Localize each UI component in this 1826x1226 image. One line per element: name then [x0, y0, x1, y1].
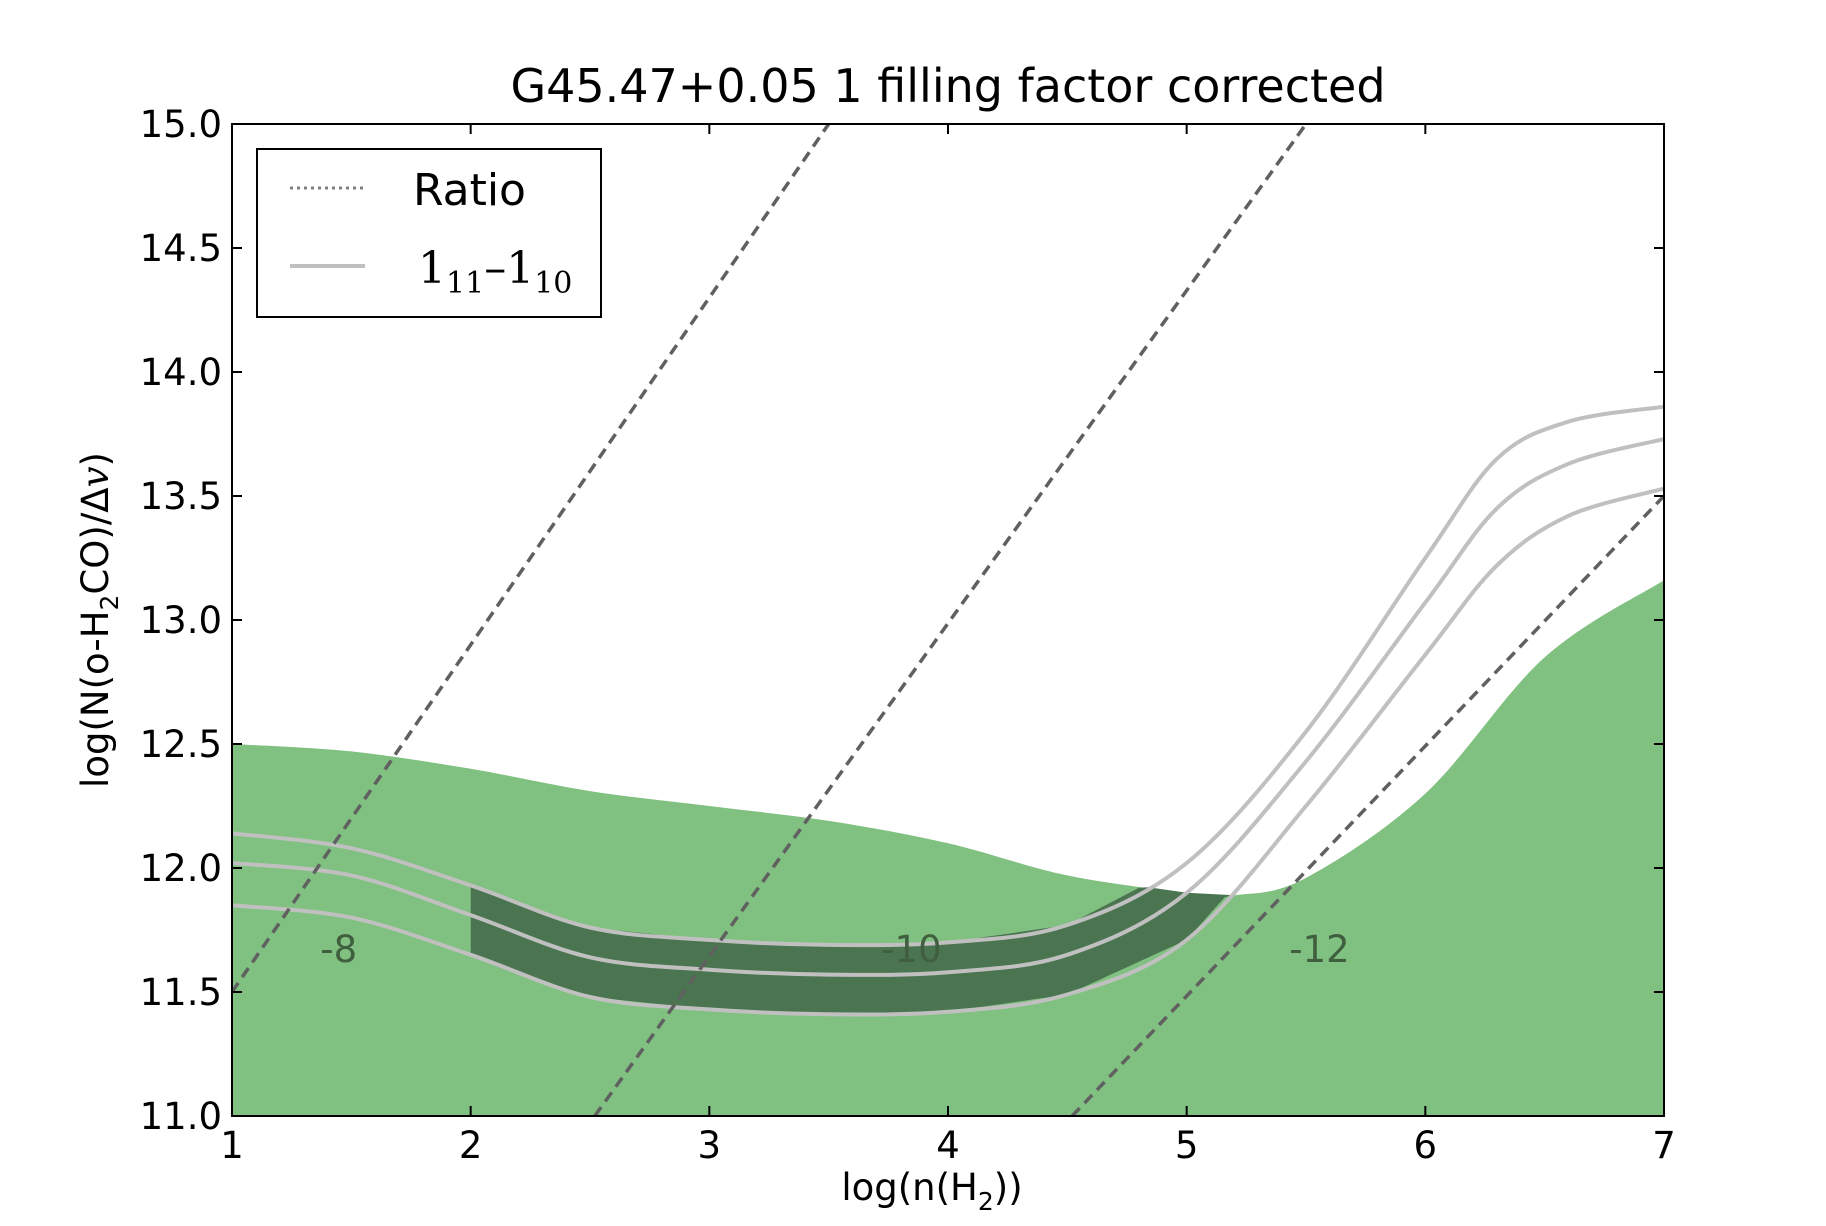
x-axis-label: log(n(H2))	[841, 1166, 1022, 1216]
line-11-10-series-2	[232, 437, 1664, 977]
line-11-10-series-3	[232, 486, 1664, 1017]
ratio-label-group: -8 -10 -12	[320, 928, 1349, 971]
ratio-contour-group	[232, 124, 1664, 1116]
y-tick-label: 12.5	[140, 723, 222, 766]
legend-ratio-label: Ratio	[413, 165, 526, 216]
y-axis-label: log(N(o-H2CO)/Δv)	[74, 452, 124, 788]
plot-area	[232, 124, 1664, 1116]
x-tick-label: 2	[459, 1124, 483, 1167]
x-tick-label: 1	[220, 1124, 244, 1167]
x-tick-label: 5	[1175, 1124, 1199, 1167]
ratio-contour-label: -12	[1289, 928, 1349, 971]
ratio-contour-label: -8	[320, 928, 357, 971]
y-tick-label: 12.0	[140, 847, 222, 890]
green-region	[232, 580, 1664, 1116]
y-tick-label: 14.0	[140, 351, 222, 394]
y-tick-label: 13.5	[140, 475, 222, 518]
y-tick-label: 15.0	[140, 103, 222, 146]
ratio-contour-line	[593, 124, 1308, 1116]
chart-title: G45.47+0.05 1 filling factor corrected	[510, 59, 1385, 113]
x-tick-label: 6	[1414, 1124, 1438, 1167]
line-11-10-series-1	[232, 404, 1664, 948]
line-series-group	[232, 404, 1664, 1017]
y-tick-label: 11.0	[140, 1095, 222, 1138]
y-tick-label: 13.0	[140, 599, 222, 642]
x-tick-label: 4	[936, 1124, 960, 1167]
ratio-contour-label: -10	[881, 928, 941, 971]
ratio-contour-line	[232, 124, 831, 993]
legend: Ratio 111–110	[256, 148, 602, 318]
legend-box	[256, 148, 602, 318]
x-tick-label: 7	[1652, 1124, 1676, 1167]
overlap-region	[470, 885, 1235, 1015]
y-tick-label: 14.5	[140, 227, 222, 270]
y-tick-label: 11.5	[140, 971, 222, 1014]
x-tick-label: 3	[698, 1124, 722, 1167]
axis-ticks: 1 2 3 4 5 6 7 11.0 11.5 12.0 12.5 13.0 13.5 14.0 14.5 1…	[140, 103, 1676, 1167]
